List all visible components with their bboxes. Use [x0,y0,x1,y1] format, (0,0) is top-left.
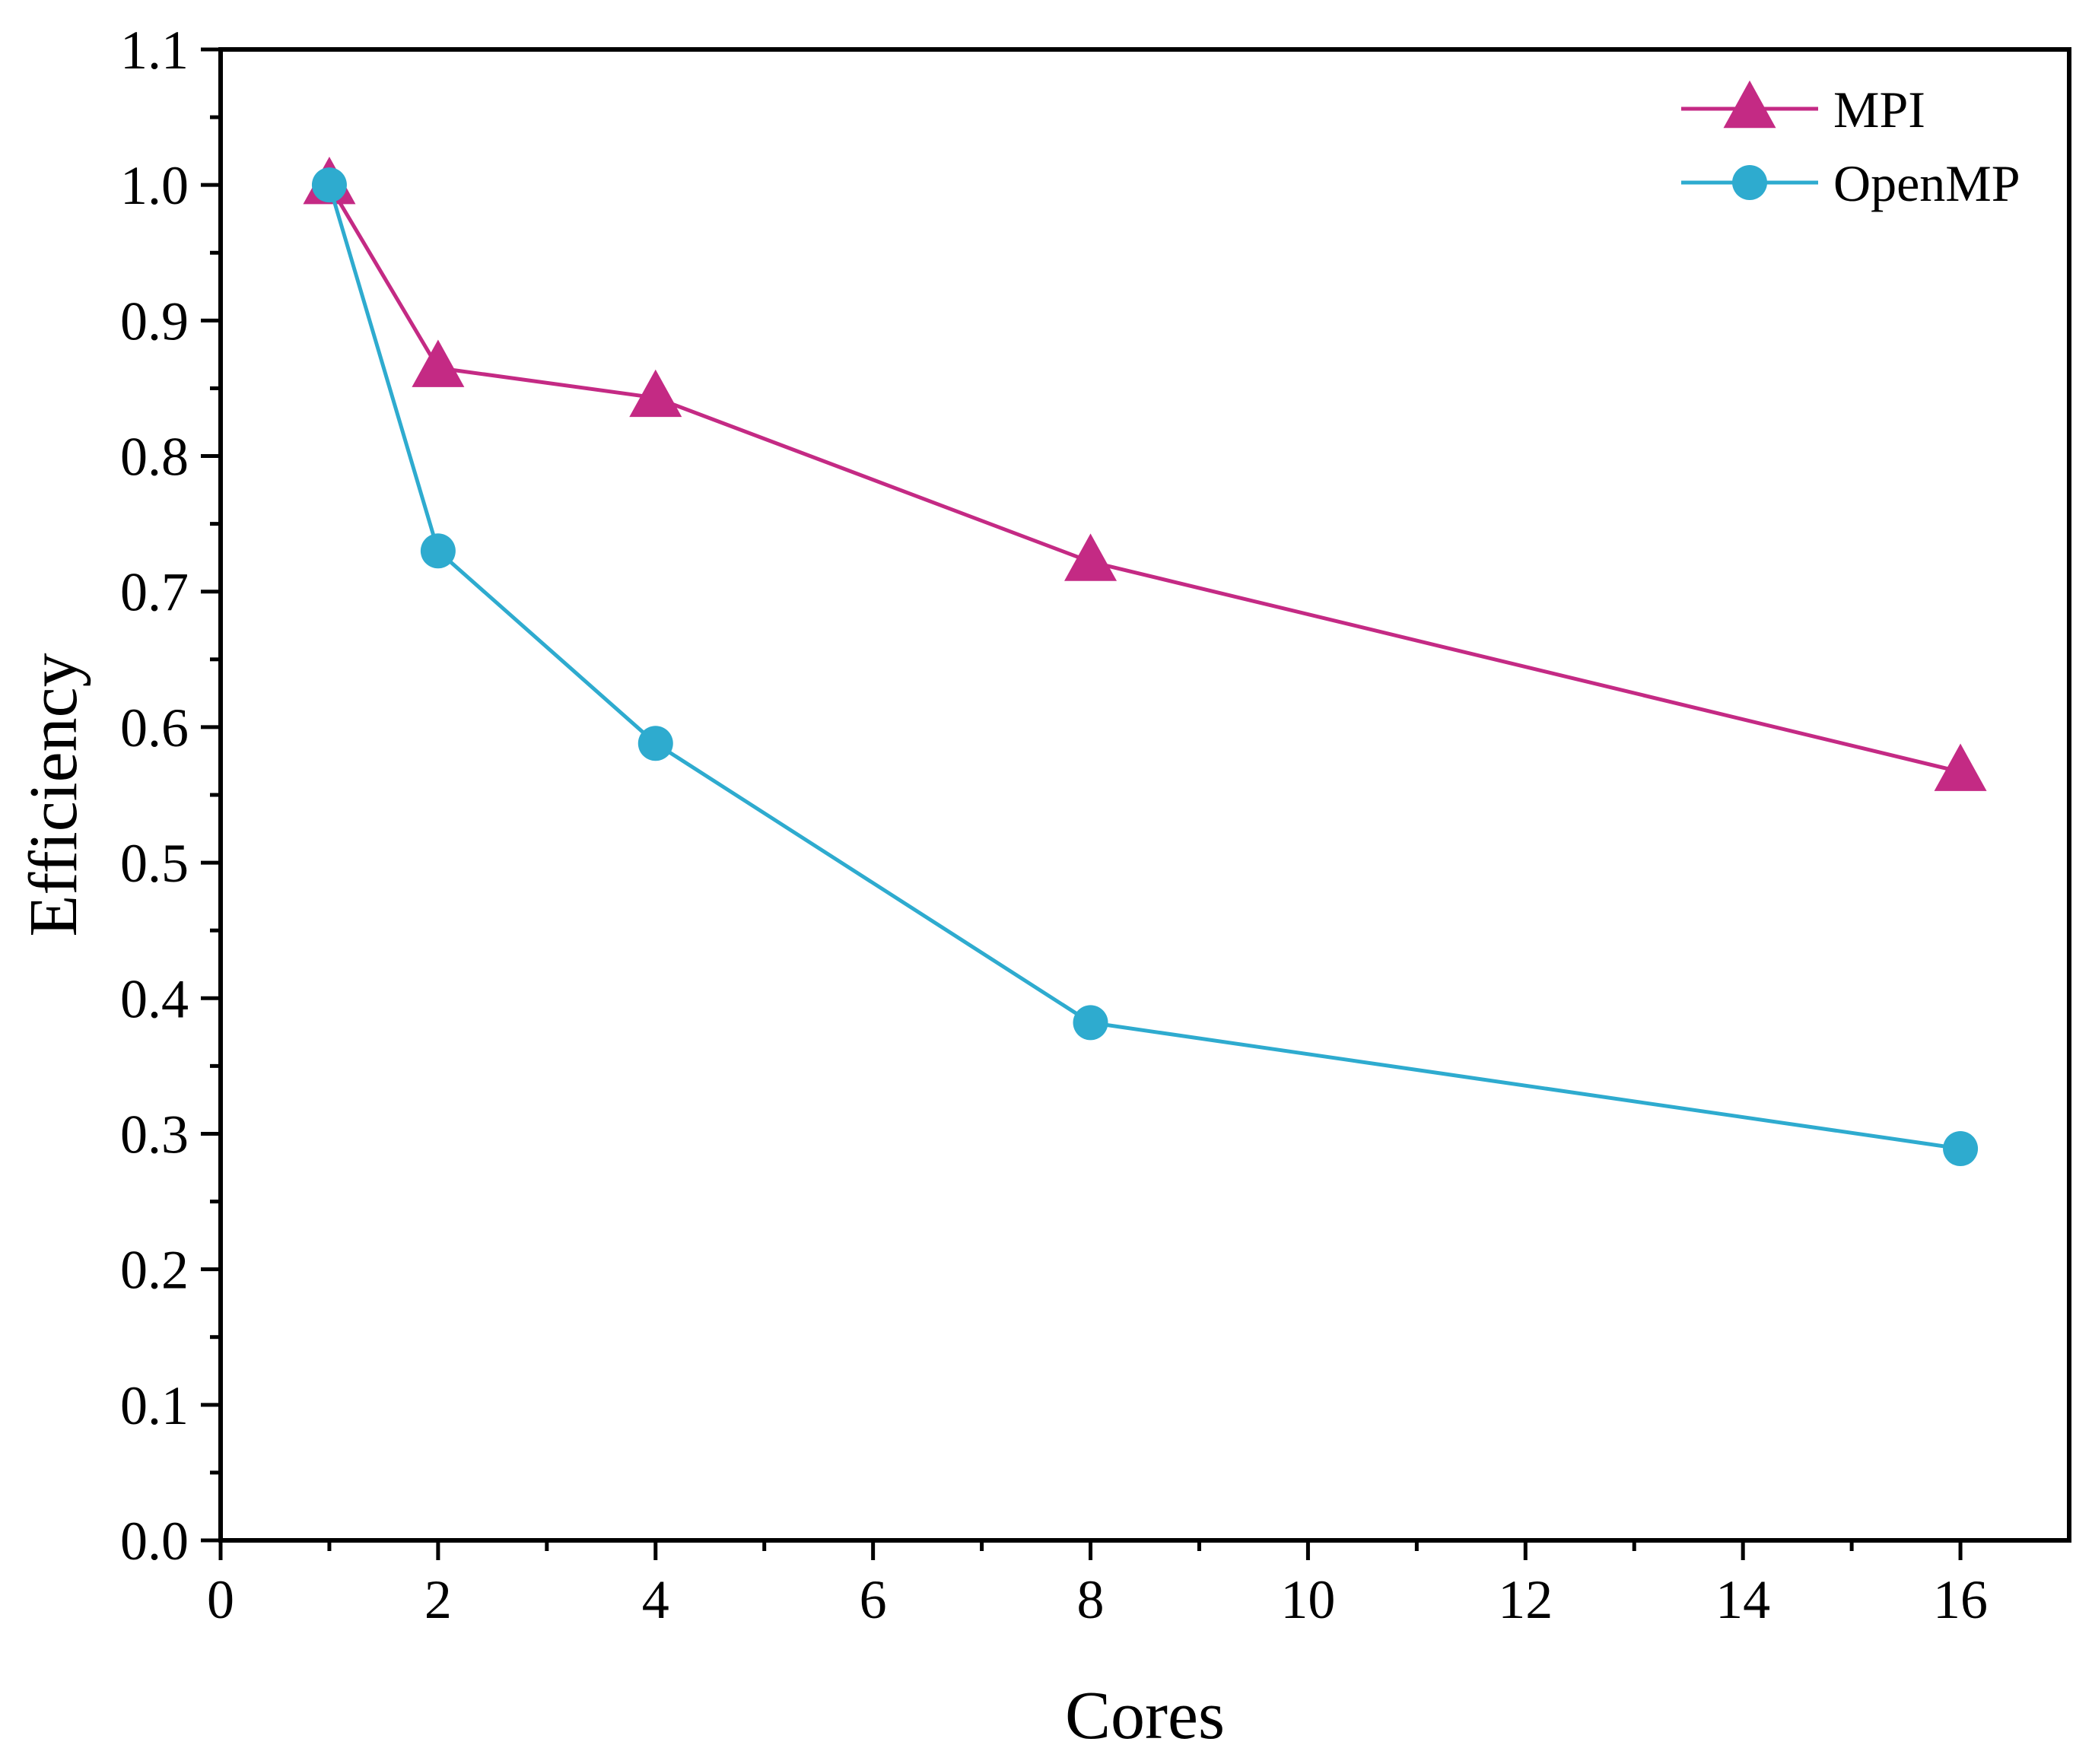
x-tick-label: 8 [1077,1569,1105,1630]
axis-ticks [201,47,1963,1560]
y-tick-label: 1.0 [120,155,189,216]
openmp-line [327,184,1961,1151]
legend-item-openmp: OpenMP [1681,154,2020,212]
series-layer [303,156,1987,1167]
y-axis-title: Efficiency [16,653,91,936]
x-tick-label: 10 [1280,1569,1335,1630]
y-tick-label: 0.8 [120,427,189,488]
y-tick-label: 0.7 [120,562,189,623]
openmp-series [311,167,1979,1167]
legend-label: OpenMP [1833,154,2020,212]
x-tick-label: 14 [1715,1569,1770,1630]
mpi-series [303,156,1987,791]
plot-frame [218,47,2071,1543]
legend-item-mpi: MPI [1681,80,1925,138]
x-tick-label: 0 [207,1569,234,1630]
openmp-point [637,726,673,761]
openmp-point [1943,1131,1979,1167]
y-tick-label: 0.5 [120,833,189,894]
legend-marker [1732,165,1767,200]
y-tick-label: 0.1 [120,1375,189,1436]
mpi-point [629,369,682,418]
mpi-point [1934,743,1987,791]
y-tick-label: 0.9 [120,291,189,351]
openmp-point [420,533,456,569]
x-tick-label: 4 [642,1569,669,1630]
legend-label: MPI [1833,81,1925,138]
y-tick-label: 0.0 [120,1511,189,1572]
tick-labels: 0 2 4 6 8 10 12 14 16 0.0 0.1 0.2 0.3 0.4 0.5 0.6 0.7 0.8… [120,20,1988,1630]
legend: MPI OpenMP [1681,80,2020,212]
openmp-point [1073,1005,1108,1041]
openmp-point [311,167,347,203]
x-tick-label: 16 [1933,1569,1988,1630]
y-tick-label: 1.1 [120,20,189,81]
mpi-point [412,339,465,387]
y-tick-label: 0.4 [120,968,189,1029]
y-tick-label: 0.6 [120,698,189,758]
mpi-point [1064,533,1118,581]
x-tick-label: 2 [424,1569,452,1630]
mpi-line [327,183,1961,774]
y-tick-label: 0.3 [120,1104,189,1165]
x-axis-title: Cores [1065,1678,1225,1753]
y-tick-label: 0.2 [120,1240,189,1301]
x-tick-label: 12 [1498,1569,1553,1630]
legend-marker [1723,80,1776,129]
x-tick-label: 6 [860,1569,887,1630]
